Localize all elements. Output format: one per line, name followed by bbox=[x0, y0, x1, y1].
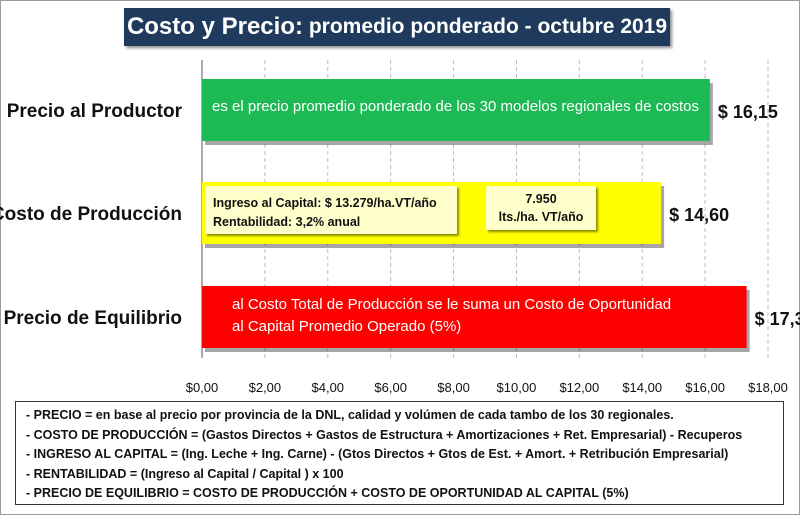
red-annotation-line-1: al Costo Total de Producción se le suma … bbox=[232, 296, 672, 313]
liters-unit: lts./ha. VT/año bbox=[498, 210, 584, 224]
liters-info-box: 7.950 lts./ha. VT/año bbox=[486, 186, 596, 230]
green-bar-annotation: es el precio promedio ponderado de los 3… bbox=[212, 98, 699, 115]
income-line: Ingreso al Capital: $ 13.279/ha.VT/año bbox=[213, 196, 437, 210]
liters-value: 7.950 bbox=[525, 192, 557, 206]
profitability-line: Rentabilidad: 3,2% anual bbox=[213, 215, 361, 229]
category-label: Costo de Producción bbox=[0, 204, 182, 225]
value-label: $ 16,15 bbox=[718, 102, 778, 122]
red-annotation-line-2: al Capital Promedio Operado (5%) bbox=[232, 318, 462, 335]
title-main: Costo y Precio: bbox=[126, 13, 303, 40]
x-tick-label: $0,00 bbox=[186, 380, 219, 395]
x-tick-label: $12,00 bbox=[559, 380, 599, 395]
category-label: Precio al Productor bbox=[7, 101, 183, 122]
x-tick-label: $4,00 bbox=[312, 380, 345, 395]
chart-title: Costo y Precio: promedio ponderado - oct… bbox=[124, 8, 670, 46]
category-label: Precio de Equilibrio bbox=[4, 308, 182, 329]
bar bbox=[202, 79, 710, 141]
x-tick-label: $6,00 bbox=[374, 380, 407, 395]
footnote-equilibrio: - PRECIO DE EQUILIBRIO = COSTO DE PRODUC… bbox=[26, 486, 629, 500]
x-tick-label: $8,00 bbox=[437, 380, 470, 395]
income-info-box: Ingreso al Capital: $ 13.279/ha.VT/año R… bbox=[205, 186, 457, 234]
footnote-precio: - PRECIO = en base al precio por provinc… bbox=[26, 408, 674, 422]
x-tick-label: $2,00 bbox=[249, 380, 282, 395]
x-tick-label: $18,00 bbox=[748, 380, 788, 395]
red-bar-annotation: al Costo Total de Producción se le suma … bbox=[232, 294, 671, 338]
bar-chart: $0,00 $2,00 $4,00 $6,00 $8,00 $10,00 $12,00 $14… bbox=[0, 60, 800, 395]
value-label: $ 14,60 bbox=[669, 205, 729, 225]
footnotes-box: - PRECIO = en base al precio por provinc… bbox=[15, 401, 784, 505]
footnote-costo: - COSTO DE PRODUCCIÓN = (Gastos Directos… bbox=[26, 427, 743, 442]
bar bbox=[202, 286, 747, 348]
title-sub: promedio ponderado - octubre 2019 bbox=[302, 15, 668, 38]
value-label: $ 17,32 bbox=[755, 309, 800, 329]
x-tick-label: $16,00 bbox=[685, 380, 725, 395]
x-tick-label: $14,00 bbox=[622, 380, 662, 395]
footnote-rentabilidad: - RENTABILIDAD = (Ingreso al Capital / C… bbox=[26, 466, 344, 481]
x-tick-label: $10,00 bbox=[497, 380, 537, 395]
footnote-ingreso: - INGRESO AL CAPITAL = (Ing. Leche + Ing… bbox=[26, 447, 729, 461]
